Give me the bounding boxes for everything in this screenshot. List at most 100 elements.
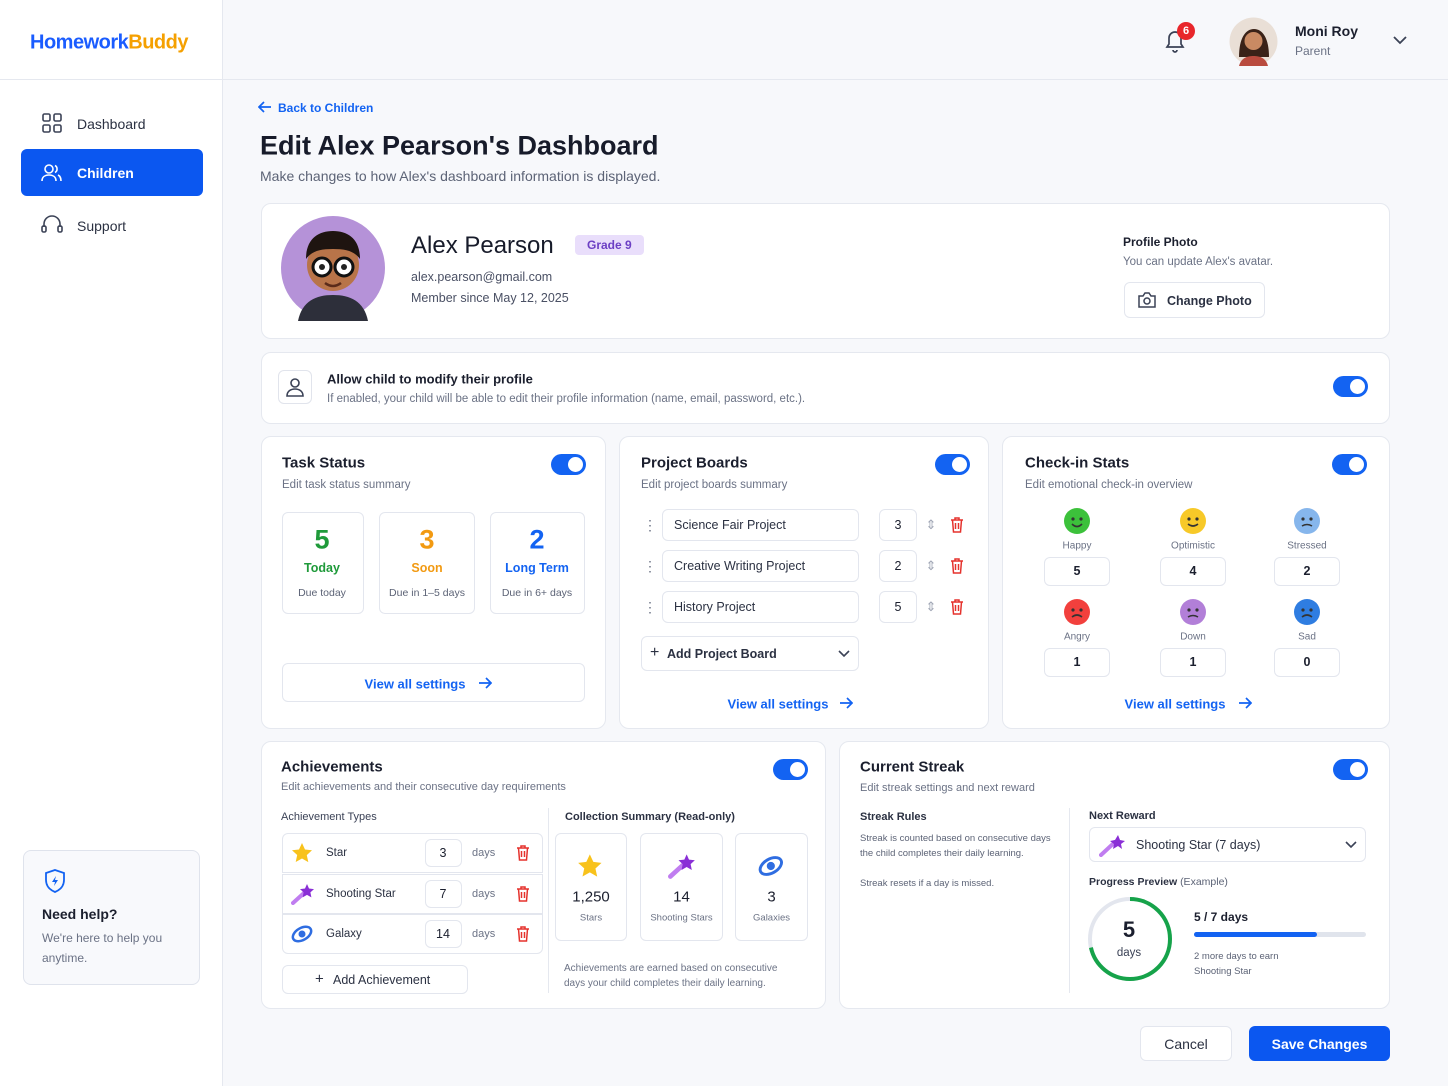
card-subtitle: Edit task status summary [282, 479, 411, 491]
plus-icon: + [650, 644, 660, 661]
section-heading: Next Reward [1089, 810, 1156, 822]
board-name: Creative Writing Project [674, 559, 806, 573]
stepper[interactable]: ⇕ [925, 558, 937, 573]
task-box [490, 512, 585, 614]
achievement-row [282, 914, 543, 954]
nav-item[interactable]: Support [77, 218, 127, 234]
mood-count-input[interactable] [1274, 557, 1340, 586]
back-link[interactable]: Back to Children [278, 101, 374, 115]
reward-text: Shooting Star (7 days) [1136, 838, 1261, 852]
days-input[interactable] [425, 920, 462, 948]
trash-icon[interactable] [950, 558, 964, 574]
mood-count-input[interactable] [1160, 648, 1226, 677]
divider [548, 808, 549, 993]
board-name-input[interactable] [662, 509, 859, 541]
summary-count: 1,250 [572, 888, 610, 906]
toggle[interactable] [1333, 759, 1368, 780]
board-count-input[interactable] [879, 550, 917, 582]
task-note: Due in 1–5 days [389, 587, 465, 599]
toggle[interactable] [1333, 376, 1368, 397]
view-settings-link[interactable]: View all settings [727, 696, 829, 712]
child-email: alex.pearson@gmail.com [411, 270, 553, 284]
mood-face [1180, 599, 1206, 625]
task-count: 2 [529, 524, 545, 555]
drag-handle[interactable]: ⋮ [643, 599, 657, 615]
card-title: Current Streak [860, 758, 965, 776]
arrow-icon [1239, 697, 1252, 709]
permission-card [261, 352, 1390, 424]
change-photo-button[interactable] [1124, 282, 1265, 318]
board-count-input[interactable] [879, 591, 917, 623]
trash-icon[interactable] [950, 517, 964, 533]
card-subtitle: Edit project boards summary [641, 479, 788, 491]
save-button[interactable]: Save Changes [1249, 1026, 1390, 1061]
achievement-name: Star [326, 847, 348, 859]
board-count-input[interactable] [879, 509, 917, 541]
logo[interactable]: HomeworkBuddy [30, 32, 188, 55]
section-heading: Achievement Types [281, 811, 377, 823]
mood-count: 5 [1073, 564, 1081, 578]
days-input[interactable] [425, 839, 462, 867]
progress-label: 5 / 7 days [1194, 910, 1249, 924]
toggle[interactable] [1332, 454, 1367, 475]
trash-icon[interactable] [950, 599, 964, 615]
trash-icon[interactable] [516, 885, 530, 902]
stepper[interactable]: ⇕ [925, 517, 937, 532]
user-role: Parent [1295, 44, 1331, 58]
summary-icon [578, 854, 602, 877]
drag-handle[interactable]: ⋮ [643, 558, 657, 574]
mood-count-input[interactable] [1160, 557, 1226, 586]
back-arrow [258, 101, 271, 113]
toggle[interactable] [773, 759, 808, 780]
task-note: Due today [298, 587, 346, 599]
nav-item[interactable]: Dashboard [77, 116, 146, 132]
user-avatar[interactable] [1229, 17, 1278, 66]
board-count: 3 [894, 518, 902, 532]
add-board-dropdown[interactable] [641, 636, 859, 671]
board-name-input[interactable] [662, 591, 859, 623]
stepper[interactable]: ⇕ [925, 599, 937, 614]
arrow-icon [479, 677, 492, 689]
task-box [282, 512, 364, 614]
button-label: Change Photo [1167, 294, 1252, 308]
drag-handle[interactable]: ⋮ [643, 517, 657, 533]
mood-count: 4 [1189, 564, 1197, 578]
photo-title: Profile Photo [1123, 235, 1198, 249]
summary-box [555, 833, 627, 941]
mood-label: Down [1180, 631, 1206, 643]
add-achievement-button[interactable] [282, 965, 468, 994]
mood-face [1180, 508, 1206, 534]
toggle[interactable] [551, 454, 586, 475]
view-settings-button[interactable] [282, 663, 585, 702]
board-name-input[interactable] [662, 550, 859, 582]
days-input[interactable] [425, 879, 462, 908]
mood-count-input[interactable] [1274, 648, 1340, 677]
section-heading: Progress Preview [1089, 876, 1178, 888]
summary-label: Stars [579, 912, 603, 924]
summary-icon [758, 856, 783, 876]
mood-label: Angry [1063, 631, 1091, 643]
toggle[interactable] [935, 454, 970, 475]
progress-ring [1088, 897, 1172, 981]
cancel-button[interactable]: Cancel [1140, 1026, 1232, 1061]
user-icon [286, 378, 304, 397]
mood-count: 1 [1189, 655, 1197, 669]
progress-fill [1194, 932, 1317, 937]
mood-count-input[interactable] [1044, 557, 1110, 586]
reward-dropdown[interactable] [1089, 827, 1366, 862]
permission-title: Allow child to modify their profile [327, 371, 533, 387]
nav-item[interactable]: Children [77, 165, 134, 181]
page-title: Edit Alex Pearson's Dashboard [260, 130, 659, 161]
chevron[interactable] [1393, 35, 1407, 45]
summary-box [640, 833, 723, 941]
mood-count-input[interactable] [1044, 648, 1110, 677]
view-settings-link[interactable]: View all settings [1124, 696, 1226, 712]
summary-box [735, 833, 808, 941]
button-label: Add Project Board [667, 647, 777, 661]
section-note: (Example) [1180, 876, 1228, 888]
achievement-row [282, 873, 543, 914]
trash-icon[interactable] [516, 926, 530, 942]
trash-icon[interactable] [516, 845, 530, 861]
grade-badge: Grade 9 [575, 235, 644, 255]
